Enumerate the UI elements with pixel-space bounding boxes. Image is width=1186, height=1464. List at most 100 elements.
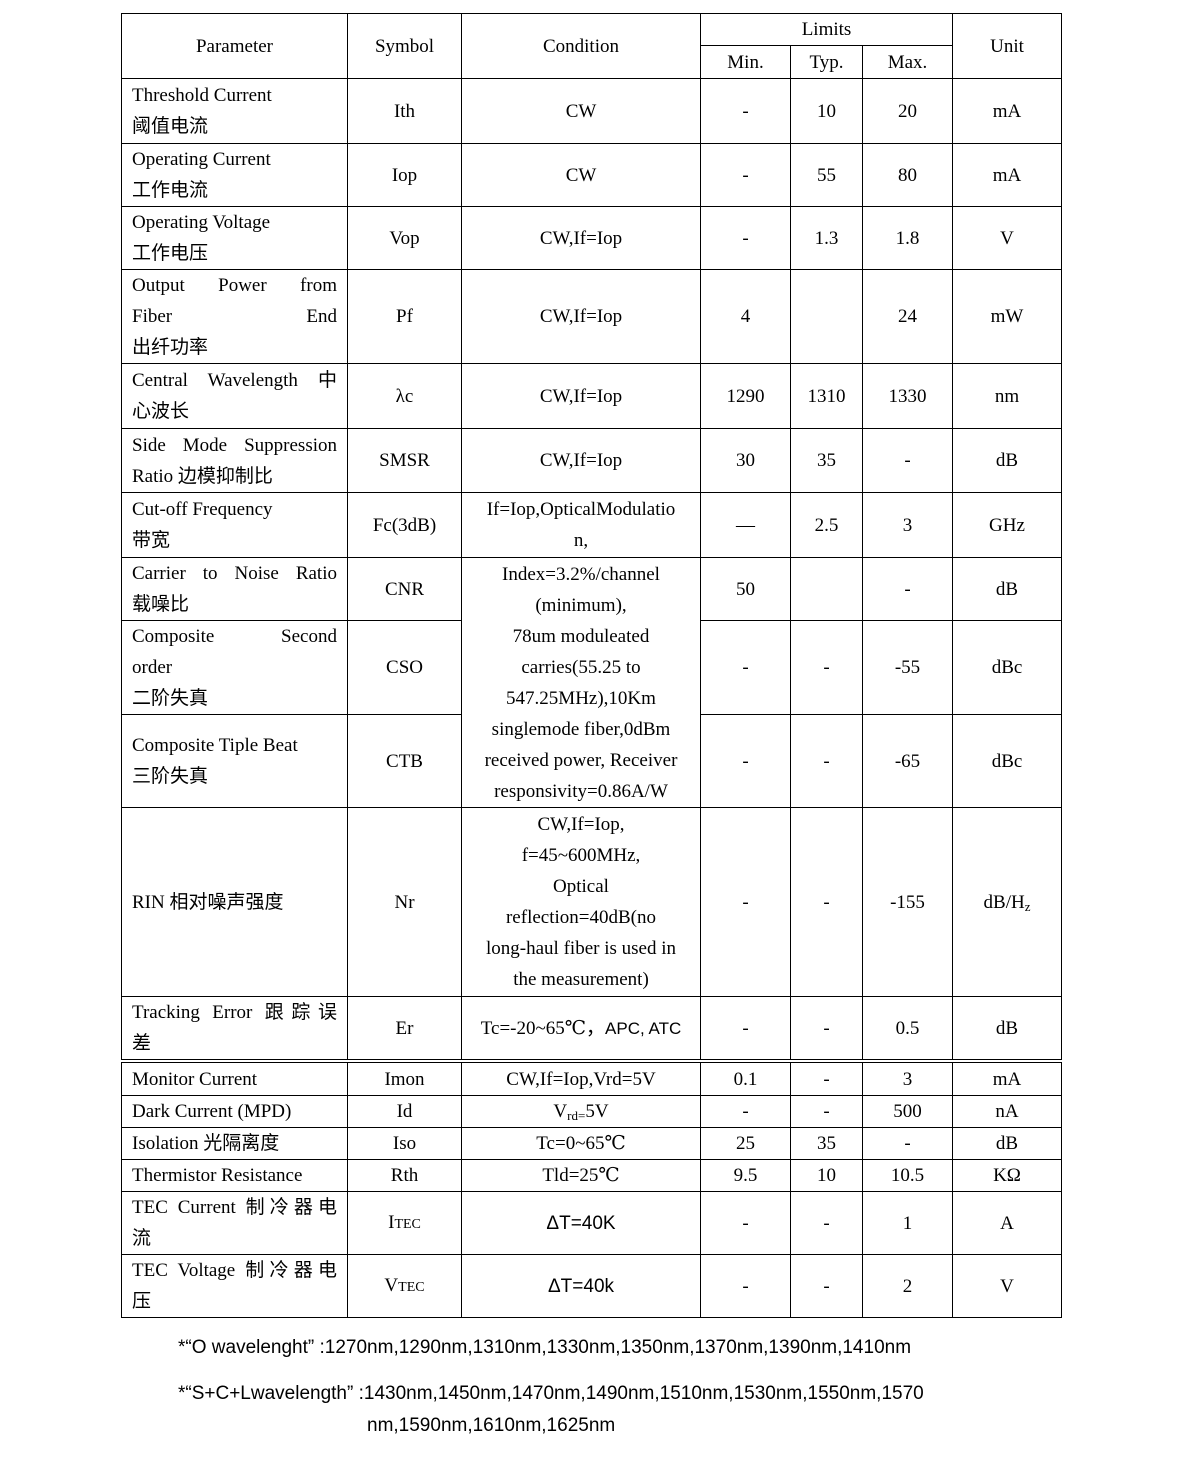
max-cell: 20 — [862, 78, 953, 144]
symbol-cell: ITEC — [347, 1191, 462, 1255]
min-cell: 30 — [700, 428, 791, 493]
parameter-line: Thermistor Resistance — [132, 1165, 303, 1186]
typ-cell: 35 — [790, 1127, 863, 1160]
symbol-cell: SMSR — [347, 428, 462, 493]
unit-cell: mW — [952, 269, 1062, 364]
condition-line: Tc=-20~65℃，APC, ATC — [480, 1017, 682, 1039]
condition-line: Vrd=5V — [553, 1101, 609, 1123]
min-cell: - — [700, 996, 791, 1060]
parameter-cell: TEC Current 制冷器电流 — [121, 1191, 348, 1255]
max-cell: 1330 — [862, 363, 953, 429]
parameter-line: Isolation 光隔离度 — [132, 1133, 280, 1154]
specs-table: Parameter Symbol Condition Limits Unit M… — [121, 13, 1062, 1060]
max-cell: 1.8 — [862, 206, 953, 270]
typ-cell: 35 — [790, 428, 863, 493]
condition-cell: Tc=0~65℃ — [461, 1127, 701, 1160]
min-cell: 4 — [700, 269, 791, 364]
condition-cell: Index=3.2%/channel (minimum), 78um modulea… — [461, 557, 701, 808]
max-cell: 80 — [862, 143, 953, 207]
parameter-line: Central Wavelength 中 — [132, 370, 337, 391]
condition-cell: CW,If=Iop — [461, 269, 701, 364]
parameter-line: 工作电压 — [132, 243, 209, 264]
typ-cell: 1.3 — [790, 206, 863, 270]
condition-line: ΔT=40k — [547, 1275, 615, 1297]
condition-cell: If=Iop,OpticalModulatio n, — [461, 492, 701, 558]
condition-line: (minimum), — [535, 594, 627, 616]
condition-line: responsivity=0.86A/W — [494, 780, 668, 802]
header-condition: Condition — [461, 13, 701, 79]
unit-cell: dB — [952, 557, 1062, 621]
condition-line: n, — [573, 530, 589, 551]
parameter-line: Ratio 边模抑制比 — [132, 465, 273, 487]
min-cell: 0.1 — [700, 1062, 791, 1096]
condition-line: received power, Receiver — [484, 749, 678, 771]
parameter-cell: Monitor Current — [121, 1062, 348, 1096]
table-row: Central Wavelength 中心波长 λc CW,If=Iop 1290 13… — [121, 363, 1062, 429]
parameter-cell: Composite Second order 二阶失真 — [121, 620, 348, 715]
min-cell: - — [700, 1095, 791, 1128]
condition-line: CW,If=Iop, — [537, 814, 625, 835]
condition-line: CW,If=Iop,Vrd=5V — [506, 1068, 656, 1090]
parameter-cell: Threshold Current 阈值电流 — [121, 78, 348, 144]
parameter-line: 载噪比 — [132, 594, 190, 615]
header-typ: Typ. — [790, 45, 863, 79]
header-parameter: Parameter — [121, 13, 348, 79]
parameter-cell: TEC Voltage 制冷器电压 — [121, 1254, 348, 1318]
min-cell: 9.5 — [700, 1159, 791, 1192]
parameter-line: Operating Voltage — [132, 212, 271, 233]
condition-line: the measurement) — [513, 969, 649, 990]
footnote-scl-band-cont: nm,1590nm,1610nm,1625nm — [367, 1415, 616, 1436]
parameter-line: 三阶失真 — [132, 766, 209, 787]
condition-line: reflection=40dB(no — [505, 907, 656, 928]
parameter-line: Threshold Current — [132, 85, 272, 106]
condition-cell: CW,If=Iop, f=45~600MHz, Optical reflection=… — [461, 807, 701, 997]
parameter-line: Tracking Error 跟踪误 — [132, 1002, 337, 1023]
symbol-cell: Imon — [347, 1062, 462, 1096]
typ-cell — [790, 557, 863, 621]
typ-cell: 10 — [790, 78, 863, 144]
condition-line: Tc=0~65℃ — [536, 1133, 626, 1154]
parameter-cell: Operating Voltage 工作电压 — [121, 206, 348, 270]
condition-cell: ΔT=40k — [461, 1254, 701, 1318]
parameter-line: 工作电流 — [132, 180, 209, 201]
typ-cell: - — [790, 1062, 863, 1096]
typ-cell: - — [790, 807, 863, 997]
parameter-cell: Carrier to Noise Ratio 载噪比 — [121, 557, 348, 621]
parameter-cell: Composite Tiple Beat 三阶失真 — [121, 714, 348, 808]
footnote-o-band: *“O wavelenght” :1270nm,1290nm,1310nm,13… — [178, 1337, 912, 1358]
unit-cell: dB — [952, 428, 1062, 493]
symbol-cell: Er — [347, 996, 462, 1060]
parameter-line: Output Power from — [132, 275, 337, 296]
max-cell: - — [862, 428, 953, 493]
condition-line: CW,If=Iop — [539, 385, 623, 407]
condition-cell: CW — [461, 143, 701, 207]
condition-line: CW — [565, 100, 597, 122]
typ-cell: 1310 — [790, 363, 863, 429]
typ-cell: - — [790, 996, 863, 1060]
symbol-cell: CSO — [347, 620, 462, 715]
parameter-cell: Cut-off Frequency 带宽 — [121, 492, 348, 558]
condition-line: 547.25MHz),10Km — [506, 687, 656, 709]
table-row: TEC Voltage 制冷器电压 VTEC ΔT=40k - -2 V — [121, 1254, 1062, 1318]
condition-line: Index=3.2%/channel — [502, 563, 660, 585]
min-cell: 50 — [700, 557, 791, 621]
parameter-cell: Central Wavelength 中心波长 — [121, 363, 348, 429]
table-row: Composite Second order 二阶失真 CSO - - -55 dBc — [121, 620, 1062, 715]
typ-cell: - — [790, 1191, 863, 1255]
min-cell: - — [700, 1191, 791, 1255]
condition-cell: CW,If=Iop — [461, 363, 701, 429]
symbol-text: ITEC — [388, 1211, 421, 1233]
parameter-line: Carrier to Noise Ratio — [132, 563, 337, 584]
unit-cell: KΩ — [952, 1159, 1062, 1192]
max-cell: 3 — [862, 492, 953, 558]
unit-cell: dBc — [952, 714, 1062, 808]
typ-cell: 2.5 — [790, 492, 863, 558]
max-cell: 500 — [862, 1095, 953, 1128]
max-cell: 1 — [862, 1191, 953, 1255]
condition-cell: CW,If=Iop — [461, 428, 701, 493]
parameter-line: 二阶失真 — [132, 688, 209, 709]
unit-cell: dB/Hz — [952, 807, 1062, 997]
typ-cell: - — [790, 714, 863, 808]
condition-line: CW,If=Iop — [539, 306, 623, 327]
header-unit: Unit — [952, 13, 1062, 79]
